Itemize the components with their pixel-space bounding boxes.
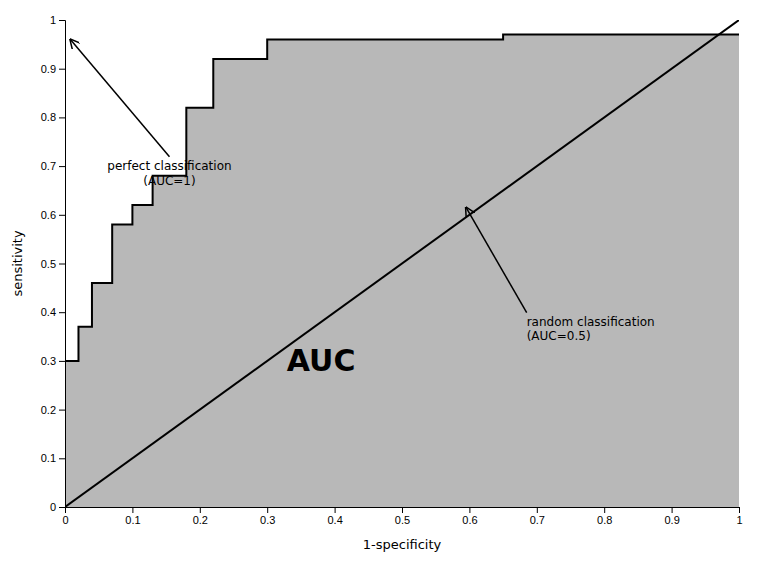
tick-label: 0.9 <box>41 63 56 75</box>
tick: 0.3 <box>41 355 65 367</box>
tick: 0.7 <box>41 160 65 172</box>
axis-line <box>59 21 66 508</box>
tick: 0.1 <box>125 507 140 526</box>
tick-label: 0.9 <box>664 514 679 526</box>
tick: 0.4 <box>327 507 342 526</box>
tick-mark <box>59 458 65 459</box>
tick: 0.3 <box>260 507 275 526</box>
plot: 00.10.20.30.40.50.60.70.80.9100.10.20.30… <box>41 14 743 526</box>
tick-mark <box>59 361 65 362</box>
tick-label: 0.6 <box>462 514 477 526</box>
tick-mark <box>59 410 65 411</box>
tick: 0.4 <box>41 306 65 318</box>
tick-label: 1 <box>736 514 742 526</box>
tick-mark <box>59 264 65 265</box>
tick-label: 0 <box>62 514 68 526</box>
annotation-arrow <box>70 39 169 156</box>
annotation-arrow <box>466 207 527 312</box>
tick: 0 <box>62 507 68 526</box>
annotation: random classification(AUC=0.5) <box>527 315 655 343</box>
tick-label: 0.8 <box>597 514 612 526</box>
tick: 0.8 <box>597 507 612 526</box>
annotations: AUC perfect classification(AUC=1) random c… <box>70 39 654 378</box>
tick: 0.5 <box>41 258 65 270</box>
tick-mark <box>604 507 605 513</box>
tick-mark <box>200 507 201 513</box>
axis-line <box>66 508 740 514</box>
chart: 00.10.20.30.40.50.60.70.80.9100.10.20.30… <box>0 0 769 562</box>
tick: 0.6 <box>41 209 65 221</box>
y-axis-label: sensitivity <box>10 230 25 297</box>
tick-mark <box>59 312 65 313</box>
tick-label: 0.1 <box>125 514 140 526</box>
tick-label: 0.4 <box>41 306 56 318</box>
tick-label: 0.5 <box>41 258 56 270</box>
y-axis: 0 0.1 0.2 0.3 0.4 0.5 0.6 0.7 0.8 0.9 1 <box>41 14 66 513</box>
x-axis: 0 0.1 0.2 0.3 0.4 0.5 0.6 0.7 0.8 0.9 1 <box>62 507 742 526</box>
tick: 0.1 <box>41 452 65 464</box>
tick-label: 0.3 <box>41 355 56 367</box>
line <box>65 35 739 507</box>
annotation: AUC <box>287 343 356 378</box>
tick-mark <box>469 507 470 513</box>
tick-label: 0.4 <box>327 514 342 526</box>
x-axis-label: 1-specificity <box>363 537 442 552</box>
tick: 0 <box>50 501 65 513</box>
tick-mark <box>537 507 538 513</box>
tick: 1 <box>50 14 65 26</box>
tick-label: 0.1 <box>41 452 56 464</box>
tick: 0.9 <box>664 507 679 526</box>
tick-mark <box>59 117 65 118</box>
tick-mark <box>59 507 65 508</box>
tick: 0.9 <box>41 63 65 75</box>
tick-label: 0.8 <box>41 111 56 123</box>
tick: 0.7 <box>530 507 545 526</box>
tick-label: 0.7 <box>41 160 56 172</box>
tick-label: 0.2 <box>193 514 208 526</box>
tick-mark <box>59 215 65 216</box>
line <box>65 20 739 507</box>
tick: 0.2 <box>41 404 65 416</box>
tick-mark <box>59 69 65 70</box>
tick-mark <box>335 507 336 513</box>
tick-mark <box>59 166 65 167</box>
tick-label: 0.3 <box>260 514 275 526</box>
tick-mark <box>132 507 133 513</box>
tick-label: 1 <box>50 14 56 26</box>
marks <box>65 20 739 507</box>
area <box>65 35 739 507</box>
tick-mark <box>402 507 403 513</box>
tick-mark <box>59 20 65 21</box>
tick: 0.5 <box>395 507 410 526</box>
tick-mark <box>267 507 268 513</box>
tick: 1 <box>736 507 742 526</box>
tick-mark <box>739 507 740 513</box>
tick-label: 0.6 <box>41 209 56 221</box>
tick: 0.2 <box>193 507 208 526</box>
tick-label: 0 <box>50 501 56 513</box>
tick-label: 0.2 <box>41 404 56 416</box>
annotation: perfect classification(AUC=1) <box>107 159 231 187</box>
tick-mark <box>672 507 673 513</box>
tick-label: 0.5 <box>395 514 410 526</box>
tick: 0.8 <box>41 111 65 123</box>
tick-label: 0.7 <box>530 514 545 526</box>
tick: 0.6 <box>462 507 477 526</box>
